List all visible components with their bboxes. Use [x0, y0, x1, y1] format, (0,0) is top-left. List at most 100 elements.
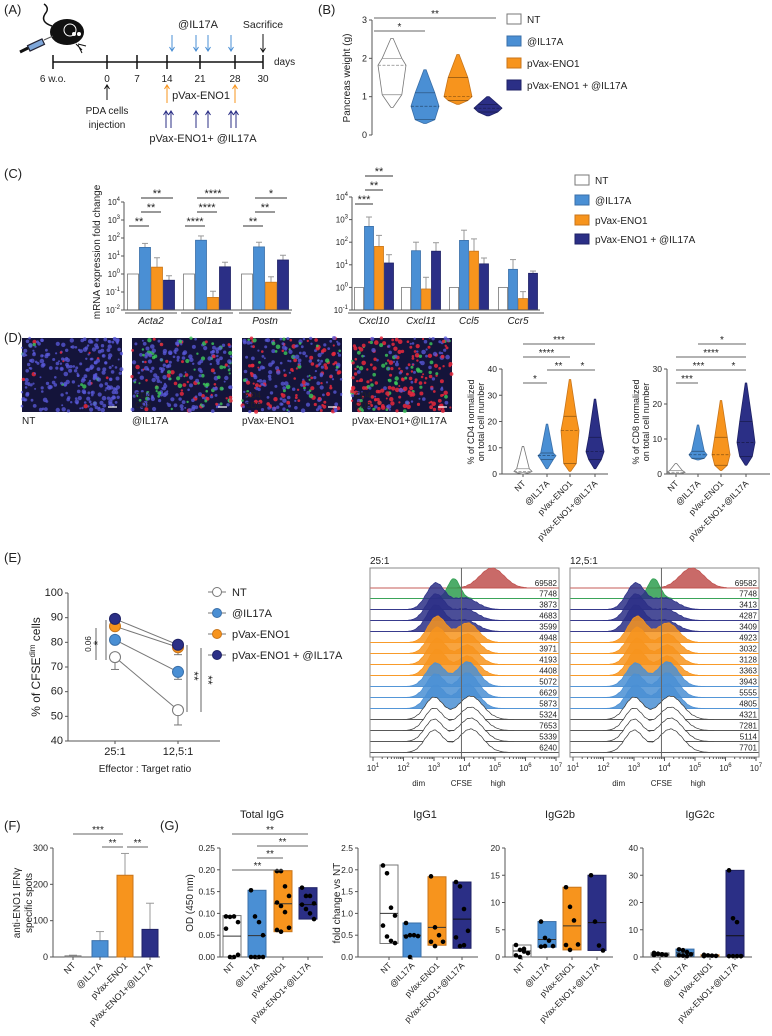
cell-dot — [410, 365, 414, 369]
panel-label: (C) — [4, 166, 22, 181]
cell-dot — [405, 366, 409, 370]
data-point — [260, 932, 266, 938]
cell-dot — [430, 400, 433, 404]
cell-dot — [246, 390, 250, 393]
cell-dot — [308, 359, 312, 363]
y-tick-label: 10 — [629, 925, 639, 935]
timeline-tick-label: 0 — [104, 74, 110, 85]
data-point — [567, 947, 573, 953]
cell-dot — [301, 380, 306, 385]
cell-dot — [219, 365, 224, 370]
cell-dot — [34, 345, 37, 348]
cell-dot — [373, 357, 377, 361]
cell-dot — [350, 359, 354, 363]
mfi-value: 4805 — [739, 700, 757, 709]
cell-dot — [358, 366, 364, 371]
cell-dot — [55, 341, 60, 346]
combo-arrow-icon-head — [163, 110, 169, 116]
cell-dot — [427, 345, 431, 349]
cell-dot — [320, 359, 323, 363]
cell-dot — [284, 381, 289, 386]
cell-dot — [419, 361, 422, 364]
cell-dot — [219, 402, 223, 406]
cell-dot — [87, 381, 92, 386]
cell-dot — [229, 399, 233, 403]
cell-dot — [410, 400, 414, 403]
cell-dot — [172, 355, 176, 359]
data-point — [307, 911, 313, 916]
x-axis-label: CFSE — [651, 779, 672, 788]
cell-dot — [388, 350, 393, 355]
cell-dot — [385, 408, 389, 412]
cell-dot — [431, 337, 435, 341]
cell-dot — [429, 405, 433, 410]
cell-dot — [76, 389, 81, 394]
cell-dot — [425, 348, 428, 351]
significance-label: * — [720, 335, 724, 346]
significance-label: ** — [266, 825, 274, 836]
cell-dot — [261, 355, 265, 358]
cell-dot — [25, 339, 30, 344]
cell-dot — [428, 365, 432, 370]
cell-dot — [149, 369, 153, 373]
bar-1 — [91, 940, 109, 958]
data-point — [311, 901, 317, 906]
cell-dot — [44, 407, 48, 411]
cell-dot — [332, 344, 335, 347]
y-tick-label: 80 — [51, 636, 63, 648]
cell-dot — [248, 364, 252, 368]
cell-dot — [429, 360, 434, 365]
data-point — [517, 947, 523, 953]
cell-dot — [228, 395, 233, 400]
cell-dot — [370, 336, 375, 341]
cell-dot — [380, 404, 385, 408]
cell-dot — [255, 383, 259, 388]
legend-swatch — [506, 35, 522, 47]
cell-dot — [298, 351, 302, 355]
cell-dot — [249, 336, 254, 340]
cfse-histogram-panel-1: 12,5:1 69582 7748 3413 4287 3409 4923 3032 3128 3… — [567, 556, 763, 788]
cell-dot — [375, 389, 380, 394]
cell-dot — [437, 398, 442, 403]
cell-dot — [219, 386, 224, 391]
y-tick-label: 40 — [629, 843, 639, 853]
cell-dot — [444, 394, 448, 399]
cell-dot — [108, 340, 112, 344]
significance-label: ** — [266, 849, 274, 860]
cell-dot — [369, 340, 373, 345]
cell-dot — [297, 399, 301, 402]
cell-dot — [135, 394, 139, 398]
data-point — [278, 929, 284, 935]
cell-dot — [162, 392, 167, 398]
cell-dot — [144, 407, 149, 412]
cell-dot — [146, 367, 149, 371]
series-line — [114, 639, 179, 673]
cell-dot — [76, 372, 79, 375]
violin-0 — [513, 446, 533, 475]
cell-dot — [182, 383, 187, 387]
cell-dot — [20, 391, 24, 394]
mfi-value: 3413 — [739, 601, 757, 610]
histogram-target — [571, 578, 758, 599]
significance-label: *** — [92, 825, 104, 836]
cell-dot — [275, 366, 280, 371]
cell-dot — [215, 347, 220, 352]
cell-dot — [329, 384, 332, 387]
cell-dot — [183, 375, 186, 378]
y-tick-label: 0.05 — [198, 930, 215, 940]
cell-dot — [387, 367, 391, 371]
cell-dot — [145, 346, 150, 351]
y-tick-label: 20 — [488, 417, 498, 427]
violin-3 — [473, 96, 503, 117]
cell-dot — [397, 339, 403, 345]
cell-dot — [42, 397, 48, 403]
cell-dot — [310, 376, 314, 380]
cell-dot — [407, 390, 411, 394]
cell-dot — [39, 358, 45, 364]
cell-dot — [24, 398, 28, 402]
cell-dot — [176, 339, 179, 342]
range-box-1 — [537, 921, 557, 948]
cell-dot — [333, 390, 337, 394]
data-point — [432, 943, 438, 949]
tick-label: 102 — [397, 763, 410, 773]
